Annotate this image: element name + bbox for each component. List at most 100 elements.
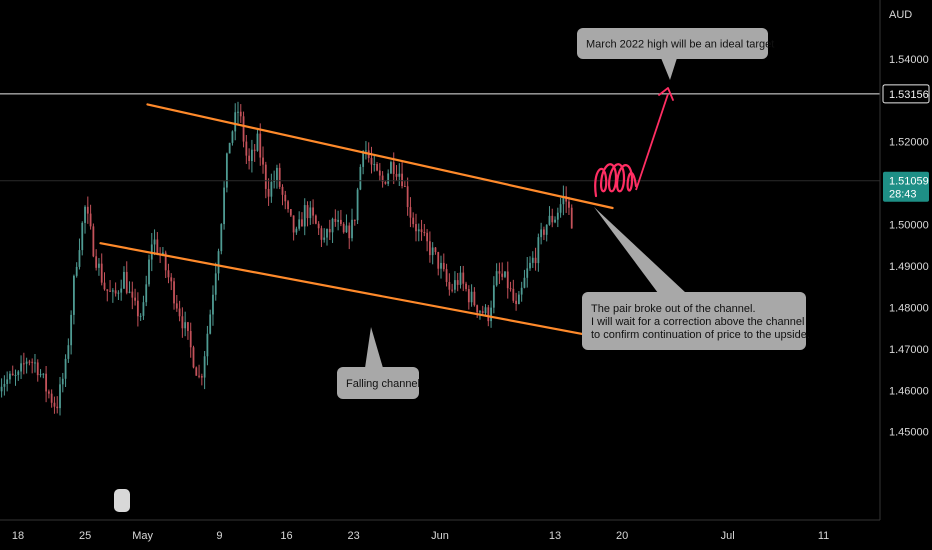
time-tick-label: Jul [721, 530, 735, 542]
candle-body [534, 257, 537, 264]
time-tick-label: 18 [12, 530, 24, 542]
candle-body [170, 277, 173, 282]
candle-body [392, 162, 395, 174]
candle-body [465, 283, 467, 290]
projection-drawing [594, 87, 674, 198]
candle-body [6, 379, 9, 384]
candle-body [556, 212, 559, 220]
callout-text: I will wait for a correction above the c… [591, 316, 804, 328]
bar-countdown-label: 28:43 [889, 189, 917, 201]
candle-body [540, 229, 543, 238]
candle-body [64, 358, 67, 379]
candle-body [14, 374, 17, 376]
falling-channel-callout[interactable]: Falling channel [337, 327, 420, 399]
candle-body [409, 207, 412, 218]
candle-body [420, 229, 423, 233]
candle-body [164, 252, 167, 271]
time-tick-label: 13 [549, 530, 561, 542]
candle-body [156, 239, 159, 254]
callout-text: to confirm continuation of price to the … [591, 329, 810, 341]
candle-body [187, 322, 189, 332]
candle-body [295, 228, 298, 233]
candle-body [451, 289, 454, 291]
breakout-callout[interactable]: The pair broke out of the channel.I will… [582, 207, 810, 350]
price-tick-label: 1.54000 [889, 54, 929, 66]
candle-body [189, 331, 192, 348]
time-tick-label: 16 [280, 530, 292, 542]
candle-body [25, 361, 28, 364]
callout-pointer [661, 58, 677, 80]
candle-body [545, 224, 548, 235]
candle-body [431, 247, 434, 256]
candle-body [220, 224, 223, 252]
candle-body [22, 363, 25, 365]
time-tick-label: 23 [348, 530, 360, 542]
candle-body [481, 311, 484, 314]
upper-channel-line[interactable] [146, 103, 614, 210]
price-axis[interactable]: AUD 1.45000 1.46000 1.47000 1.48000 1.49000 1… [879, 0, 929, 520]
candle-body [192, 347, 195, 368]
candle-body [320, 228, 323, 240]
callout-text: March 2022 high will be an ideal target [586, 39, 774, 51]
candle-body [467, 289, 470, 303]
candle-body [181, 316, 184, 329]
candle-body [231, 131, 234, 143]
candle-body [526, 268, 529, 278]
candle-body [109, 290, 111, 292]
candle-body [251, 149, 253, 162]
candle-body [353, 219, 356, 221]
candle-body [448, 281, 451, 290]
candle-body [9, 373, 11, 380]
candle-body [401, 173, 403, 187]
candle-body [73, 275, 75, 315]
candle-body [178, 308, 181, 317]
candle-body [175, 303, 178, 309]
candle-body [134, 297, 136, 301]
candle-body [39, 373, 42, 376]
callouts-layer[interactable]: March 2022 high will be an ideal target T… [337, 28, 810, 399]
candle-body [167, 270, 170, 278]
candle-body [47, 391, 50, 394]
candle-body [142, 302, 145, 316]
candle-body [217, 251, 220, 274]
march-high-price-tag-label: 1.53156 [889, 89, 929, 101]
candle-body [529, 262, 531, 269]
candle-body [490, 307, 492, 322]
candle-body [45, 373, 47, 392]
candle-body [123, 271, 125, 289]
candle-body [95, 256, 98, 268]
candle-body [139, 315, 142, 317]
candle-body [543, 229, 545, 235]
candle-body [214, 273, 217, 295]
candle-body [92, 226, 95, 257]
target-callout[interactable]: March 2022 high will be an ideal target [577, 28, 774, 80]
candle-body [103, 282, 106, 290]
candle-body [559, 204, 562, 213]
candle-body [390, 162, 392, 174]
candle-body [270, 181, 273, 197]
time-axis[interactable]: 18 25 May 9 16 23 Jun 13 20 Jul 11 [0, 519, 880, 542]
candle-body [312, 207, 314, 216]
candle-body [398, 173, 401, 177]
candle-body [376, 163, 378, 171]
time-tick-label: 11 [818, 530, 829, 542]
lower-channel-line[interactable] [99, 242, 597, 338]
indicator-toggle-button[interactable] [114, 489, 130, 512]
falling-channel-drawing[interactable] [99, 103, 614, 338]
candle-body [348, 225, 351, 239]
candle-body [262, 157, 264, 165]
candle-body [98, 263, 100, 268]
candle-body [100, 263, 103, 283]
candle-body [206, 333, 209, 357]
candle-body [373, 163, 376, 165]
candle-body [256, 133, 259, 151]
candle-body [278, 167, 281, 187]
candle-body [473, 291, 476, 306]
candle-body [568, 201, 570, 208]
candle-body [78, 250, 81, 267]
candle-body [365, 150, 367, 152]
candle-body [3, 383, 6, 387]
candle-body [50, 393, 53, 403]
